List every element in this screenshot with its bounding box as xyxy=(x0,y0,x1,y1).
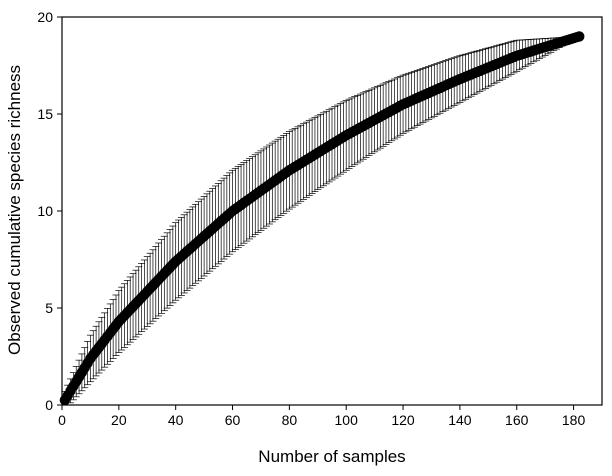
x-tick-label: 40 xyxy=(168,412,184,428)
x-tick-label: 60 xyxy=(225,412,241,428)
x-tick-label: 80 xyxy=(282,412,298,428)
data-points xyxy=(59,31,585,406)
x-tick-label: 160 xyxy=(505,412,529,428)
x-tick-label: 0 xyxy=(58,412,66,428)
x-tick-label: 140 xyxy=(448,412,472,428)
y-tick-label: 20 xyxy=(37,9,53,25)
x-tick-label: 20 xyxy=(111,412,127,428)
plot-frame xyxy=(61,16,603,406)
y-tick-label: 5 xyxy=(45,300,53,316)
x-tick-label: 180 xyxy=(562,412,586,428)
x-tick-label: 100 xyxy=(335,412,359,428)
axis-ticks: 0 20 40 60 80 100 120 140 160 180 0 5 10 15 20 xyxy=(37,9,585,428)
plot-area xyxy=(59,31,585,406)
y-axis-title: Observed cumulative species richness xyxy=(5,65,24,355)
y-tick-label: 10 xyxy=(37,203,53,219)
y-tick-label: 0 xyxy=(45,397,53,413)
error-bars xyxy=(61,36,580,406)
x-axis-title: Number of samples xyxy=(258,447,405,466)
y-tick-label: 15 xyxy=(37,106,53,122)
x-tick-label: 120 xyxy=(391,412,415,428)
data-point xyxy=(574,31,585,42)
